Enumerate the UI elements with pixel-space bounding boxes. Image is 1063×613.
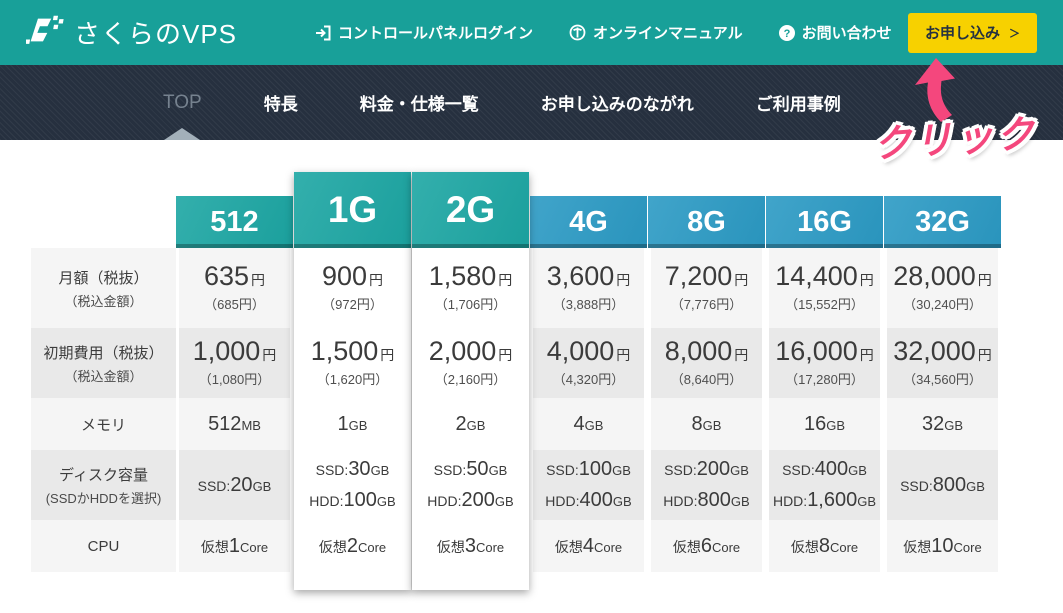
- cpu-cell: 仮想4Core: [533, 520, 644, 572]
- plan-header: 512: [176, 196, 293, 248]
- plan-column: 1G 900 円 （972円） 1,500 円 （1,620円） 1GB: [294, 172, 411, 590]
- logo-text: さくらのVPS: [74, 19, 238, 49]
- cpu-cell: 仮想1Core: [179, 520, 290, 572]
- site-logo[interactable]: さくらのVPS: [24, 11, 238, 54]
- plan-header: 4G: [530, 196, 647, 248]
- memory-cell: 16GB: [769, 398, 880, 450]
- apply-button[interactable]: お申し込み ＞: [907, 12, 1037, 53]
- plan-column: 512 635 円 （685円） 1,000 円 （1,080円） 512MB: [176, 196, 293, 590]
- monthly-price-cell: 7,200 円 （7,776円）: [651, 248, 762, 328]
- active-tab-caret: [164, 128, 201, 140]
- question-icon: ?: [778, 24, 795, 41]
- svg-text:?: ?: [783, 28, 790, 40]
- header-links: コントロールパネルログイン オンラインマニュアル ? お問い合わせ: [315, 22, 892, 43]
- sakura-logo-icon: [24, 11, 64, 54]
- initial-fee-cell: 8,000 円 （8,640円）: [651, 328, 762, 398]
- memory-cell: 2GB: [412, 398, 529, 450]
- nav-item-pricing[interactable]: 料金・仕様一覧: [359, 95, 479, 114]
- pricing-table: 月額（税抜） （税込金額） 初期費用（税抜） （税込金額） メモリ ディスク容量…: [0, 172, 1063, 590]
- nav-item-application-flow[interactable]: お申し込みのながれ: [540, 95, 694, 114]
- plan-column: 8G 7,200 円 （7,776円） 8,000 円 （8,640円） 8GB: [648, 196, 765, 590]
- cpu-cell: 仮想10Core: [887, 520, 998, 572]
- site-header: さくらのVPS コントロールパネルログイン オンラインマニュアル: [0, 0, 1063, 65]
- plan-column: 32G 28,000 円 （30,240円） 32,000 円 （34,560円） …: [884, 196, 1001, 590]
- monthly-price-cell: 635 円 （685円）: [179, 248, 290, 328]
- online-manual-link[interactable]: オンラインマニュアル: [569, 22, 743, 43]
- row-label-monthly: 月額（税抜） （税込金額）: [31, 248, 176, 328]
- chevron-right-icon: ＞: [1009, 27, 1020, 40]
- row-label-initial-fee: 初期費用（税抜） （税込金額）: [31, 328, 176, 398]
- memory-cell: 32GB: [887, 398, 998, 450]
- row-label-memory: メモリ: [31, 398, 176, 450]
- nav-item-case-studies[interactable]: ご利用事例: [755, 95, 841, 114]
- memory-cell: 8GB: [651, 398, 762, 450]
- monthly-price-cell: 3,600 円 （3,888円）: [533, 248, 644, 328]
- disk-cell: SSD:30GB HDD:100GB: [294, 450, 411, 520]
- disk-cell: SSD:200GB HDD:800GB: [651, 450, 762, 520]
- plan-columns: 512 635 円 （685円） 1,000 円 （1,080円） 512MB: [176, 172, 1002, 590]
- memory-cell: 1GB: [294, 398, 411, 450]
- initial-fee-cell: 32,000 円 （34,560円）: [887, 328, 998, 398]
- initial-fee-cell: 1,000 円 （1,080円）: [179, 328, 290, 398]
- disk-cell: SSD:800GB: [887, 450, 998, 520]
- plan-header: 8G: [648, 196, 765, 248]
- control-panel-login-link[interactable]: コントロールパネルログイン: [315, 22, 533, 43]
- monthly-price-cell: 1,580 円 （1,706円）: [412, 248, 529, 328]
- login-icon: [315, 25, 331, 41]
- plan-header: 32G: [884, 196, 1001, 248]
- row-labels-column: 月額（税抜） （税込金額） 初期費用（税抜） （税込金額） メモリ ディスク容量…: [31, 248, 176, 572]
- cpu-cell: 仮想2Core: [294, 520, 411, 572]
- row-label-cpu: CPU: [31, 520, 176, 572]
- cpu-cell: 仮想8Core: [769, 520, 880, 572]
- manual-icon: [569, 24, 586, 41]
- memory-cell: 512MB: [179, 398, 290, 450]
- initial-fee-cell: 16,000 円 （17,280円）: [769, 328, 880, 398]
- plan-header: 1G: [294, 172, 411, 248]
- memory-cell: 4GB: [533, 398, 644, 450]
- row-label-disk: ディスク容量 (SSDかHDDを選択): [31, 450, 176, 520]
- disk-cell: SSD:20GB: [179, 450, 290, 520]
- monthly-price-cell: 900 円 （972円）: [294, 248, 411, 328]
- cpu-cell: 仮想6Core: [651, 520, 762, 572]
- disk-cell: SSD:100GB HDD:400GB: [533, 450, 644, 520]
- initial-fee-cell: 2,000 円 （2,160円）: [412, 328, 529, 398]
- plan-column: 2G 1,580 円 （1,706円） 2,000 円 （2,160円） 2GB: [412, 172, 529, 590]
- disk-cell: SSD:50GB HDD:200GB: [412, 450, 529, 520]
- cpu-cell: 仮想3Core: [412, 520, 529, 572]
- main-nav: TOP 特長 料金・仕様一覧 お申し込みのながれ ご利用事例: [0, 65, 1063, 140]
- disk-cell: SSD:400GB HDD:1,600GB: [769, 450, 880, 520]
- initial-fee-cell: 1,500 円 （1,620円）: [294, 328, 411, 398]
- monthly-price-cell: 14,400 円 （15,552円）: [769, 248, 880, 328]
- plan-column: 4G 3,600 円 （3,888円） 4,000 円 （4,320円） 4GB: [530, 196, 647, 590]
- contact-link[interactable]: ? お問い合わせ: [778, 22, 892, 43]
- nav-item-top[interactable]: TOP: [132, 65, 233, 140]
- nav-item-features[interactable]: 特長: [263, 95, 298, 114]
- initial-fee-cell: 4,000 円 （4,320円）: [533, 328, 644, 398]
- plan-header: 2G: [412, 172, 529, 248]
- plan-header: 16G: [766, 196, 883, 248]
- plan-column: 16G 14,400 円 （15,552円） 16,000 円 （17,280円） …: [766, 196, 883, 590]
- monthly-price-cell: 28,000 円 （30,240円）: [887, 248, 998, 328]
